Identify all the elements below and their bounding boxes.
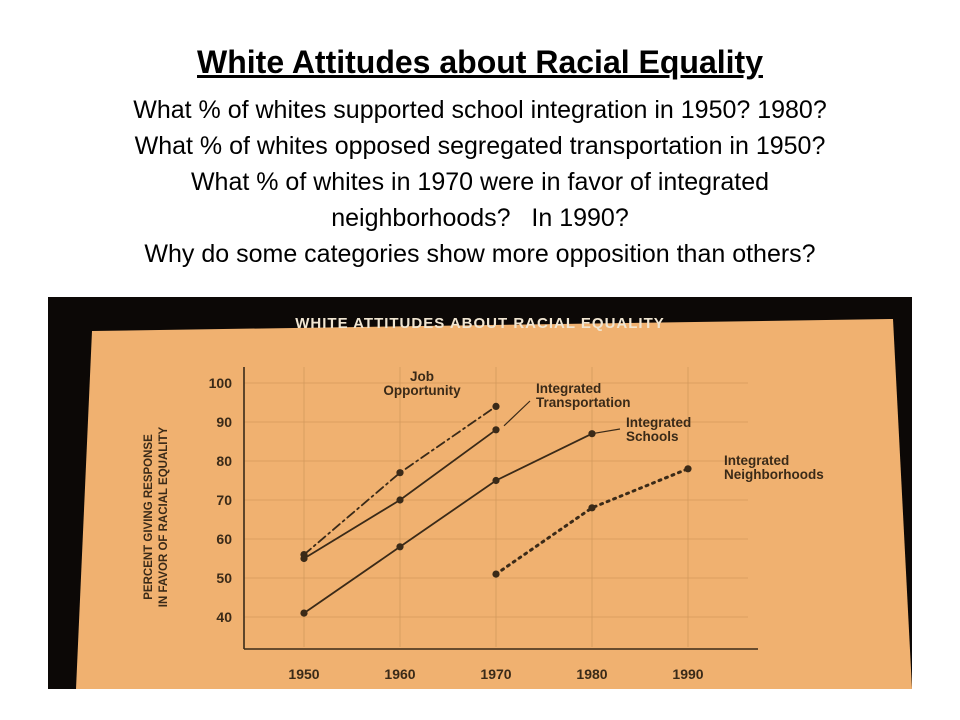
series-label: Neighborhoods xyxy=(724,467,824,482)
data-point xyxy=(396,469,404,477)
y-tick-label: 40 xyxy=(216,609,232,625)
label-layer: 100 90 80 70 60 50 40 1950 1960 1970 1980 1990 JobOp… xyxy=(209,369,824,682)
slide-title: White Attitudes about Racial Equality xyxy=(197,44,763,80)
chart-title: WHITE ATTITUDES ABOUT RACIAL EQUALITY xyxy=(295,315,665,332)
x-tick-label: 1980 xyxy=(576,666,607,682)
y-tick-label: 60 xyxy=(216,531,232,547)
question-line: What % of whites in 1970 were in favor o… xyxy=(190,168,770,196)
y-tick-label: 70 xyxy=(216,492,232,508)
chart-photo: 100 90 80 70 60 50 40 1950 1960 1970 1980 1990 Job Op… xyxy=(48,297,912,689)
series-label: Job xyxy=(410,369,434,384)
data-point xyxy=(300,554,308,563)
series-label: Integrated xyxy=(626,415,691,430)
y-tick-label: 80 xyxy=(216,453,232,469)
x-tick-label: 1970 xyxy=(480,666,511,682)
x-tick-label: 1990 xyxy=(672,666,703,682)
series-label: Transportation xyxy=(536,395,631,410)
series-label-leader xyxy=(503,400,531,427)
data-point xyxy=(396,543,404,551)
question-line: What % of whites opposed segregated tran… xyxy=(134,132,826,160)
question-line: What % of whites supported school integr… xyxy=(133,96,827,124)
y-tick-label: 90 xyxy=(216,414,232,430)
data-point xyxy=(492,402,500,410)
y-axis-label-line-1: PERCENT GIVING RESPONSE xyxy=(143,434,155,600)
series-layer xyxy=(300,402,692,617)
data-point xyxy=(588,504,596,512)
y-axis-label-line-2: IN FAVOR OF RACIAL EQUALITY xyxy=(158,426,170,607)
series-label-leader xyxy=(591,428,621,435)
question-line: Why do some categories show more opposit… xyxy=(144,240,816,268)
data-point xyxy=(684,465,692,473)
axis-layer xyxy=(243,367,758,650)
y-tick-label: 50 xyxy=(216,570,232,586)
y-tick-label: 100 xyxy=(209,375,233,391)
series-label: Integrated xyxy=(724,453,789,468)
data-point xyxy=(492,476,500,485)
question-list: What % of whites supported school integr… xyxy=(0,92,960,272)
series-line xyxy=(303,432,593,614)
x-tick-label: 1960 xyxy=(384,666,415,682)
data-point xyxy=(492,570,500,578)
x-tick-label: 1950 xyxy=(288,666,319,682)
data-point xyxy=(396,496,404,504)
series-label: Opportunity xyxy=(383,383,461,398)
series-label: Schools xyxy=(626,429,679,444)
data-point xyxy=(492,426,500,434)
data-point xyxy=(300,609,308,617)
series-label: Integrated xyxy=(536,381,601,396)
grid-layer xyxy=(244,367,748,647)
question-line: neighborhoods? In 1990? xyxy=(331,204,629,232)
chart-paper xyxy=(76,319,912,689)
line-chart: 100 90 80 70 60 50 40 1950 1960 1970 1980 1990 JobOp… xyxy=(76,319,912,689)
